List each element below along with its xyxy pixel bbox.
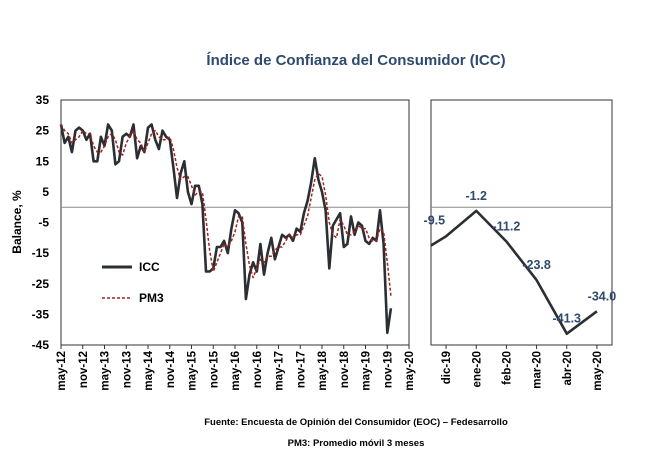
data-label: -34.0 — [588, 289, 617, 303]
legend-icc-label: ICC — [139, 260, 160, 274]
data-label: -23.8 — [522, 258, 551, 272]
x-tick-label: nov-18 — [339, 350, 351, 388]
x-tick-label: nov-17 — [295, 351, 307, 388]
x-tick-label: dic-19 — [441, 351, 453, 384]
x-tick-label: nov-19 — [382, 351, 394, 388]
data-label: -11.2 — [493, 219, 521, 233]
x-tick-label: nov-12 — [78, 351, 90, 388]
x-tick-label: feb-20 — [501, 351, 513, 385]
x-tick-label: nov-16 — [252, 351, 264, 388]
x-tick-label: may-20 — [592, 351, 604, 391]
y-tick-label: -35 — [32, 307, 50, 321]
pm3-note: PM3: Promedio móvil 3 meses — [288, 438, 425, 449]
y-tick-label: 35 — [36, 93, 50, 107]
x-tick-label: mar-20 — [532, 351, 544, 389]
legend: ICC PM3 — [102, 260, 164, 305]
series-line-icc — [59, 123, 393, 335]
series-line-pm3 — [60, 124, 392, 297]
y-tick-label: -45 — [32, 338, 50, 352]
data-label: -41.3 — [553, 312, 582, 326]
x-tick-label: ene-20 — [471, 351, 483, 387]
series-line-icc-monthly — [430, 209, 598, 335]
y-tick-label: -5 — [38, 216, 49, 230]
left-panel: 35 25 15 5 -5 -15 -25 -35 -45 may-12 nov-12 may-13 n… — [32, 93, 416, 391]
y-tick-label: -25 — [32, 277, 50, 291]
x-tick-label: may-15 — [187, 350, 199, 390]
y-tick-label: 5 — [42, 185, 49, 199]
x-tick-label: may-16 — [230, 351, 242, 391]
x-tick-label: nov-15 — [208, 350, 220, 388]
chart-title: Índice de Confianza del Consumidor (ICC) — [206, 52, 505, 69]
x-tick-label: abr-20 — [562, 351, 574, 386]
x-tick-label: may-12 — [56, 351, 68, 391]
data-label: -9.5 — [424, 213, 446, 227]
x-tick-label: may-14 — [143, 350, 155, 390]
x-tick-label: may-13 — [100, 351, 112, 391]
y-axis-label: Balance, % — [10, 190, 24, 254]
x-tick-label: may-17 — [274, 351, 286, 391]
y-tick-label: 15 — [36, 154, 50, 168]
right-plot-area — [430, 99, 613, 346]
legend-pm3-label: PM3 — [139, 291, 164, 305]
y-tick-label: 25 — [36, 124, 50, 138]
x-tick-label: may-20 — [404, 351, 416, 391]
data-label: -1.2 — [465, 189, 487, 203]
x-tick-label: may-18 — [317, 350, 329, 390]
y-tick-label: -15 — [32, 246, 50, 260]
right-panel: dic-19 ene-20 feb-20 mar-20 abr-20 may-20 -9.5… — [424, 189, 617, 391]
x-tick-label: nov-13 — [121, 351, 133, 388]
x-tick-label: nov-14 — [165, 350, 177, 388]
source-note: Fuente: Encuesta de Opinión del Consumid… — [204, 417, 508, 428]
x-tick-label: may-19 — [361, 351, 373, 391]
